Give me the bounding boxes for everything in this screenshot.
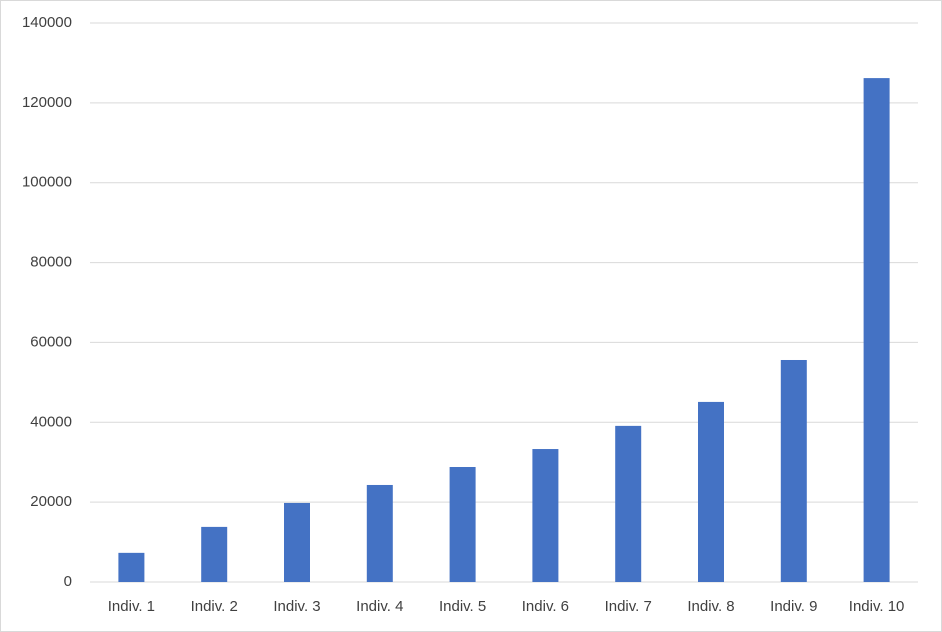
x-tick-label: Indiv. 2 [191,598,238,615]
y-tick-label: 140000 [22,14,72,31]
bar [615,425,642,582]
bar [366,484,393,582]
bar [532,449,559,582]
x-tick-label: Indiv. 4 [356,598,403,615]
bar [118,552,145,582]
y-tick-label: 120000 [22,94,72,111]
y-tick-label: 80000 [30,254,72,271]
y-tick-label: 40000 [30,413,72,430]
y-tick-label: 100000 [22,174,72,191]
bar [201,526,228,582]
x-tick-label: Indiv. 7 [605,598,652,615]
x-tick-label: Indiv. 9 [770,598,817,615]
x-tick-label: Indiv. 8 [687,598,734,615]
x-tick-label: Indiv. 5 [439,598,486,615]
bar [780,359,807,582]
x-tick-label: Indiv. 1 [108,598,155,615]
y-tick-label: 0 [64,573,72,590]
x-tick-label: Indiv. 6 [522,598,569,615]
x-tick-label: Indiv. 3 [273,598,320,615]
y-tick-label: 20000 [30,493,72,510]
bar [863,78,890,582]
bar [284,502,310,582]
bar [698,401,724,582]
y-tick-label: 60000 [30,333,72,350]
bar [449,467,476,582]
x-tick-label: Indiv. 10 [849,598,905,615]
